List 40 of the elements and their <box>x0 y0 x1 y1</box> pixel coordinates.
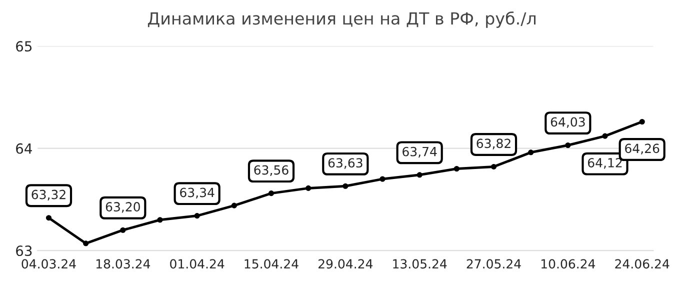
data-label: 64,12 <box>588 158 622 169</box>
point <box>120 227 126 233</box>
y-tick-label: 63 <box>16 246 32 256</box>
point <box>528 150 534 156</box>
point <box>231 202 237 208</box>
data-label: 63,20 <box>106 202 140 213</box>
data-label: 63,63 <box>328 158 362 169</box>
point <box>46 215 52 221</box>
point <box>83 240 89 246</box>
point <box>490 164 497 170</box>
point <box>380 176 386 182</box>
y-tick-label: 64 <box>16 143 32 154</box>
x-tick-label: 04.03.24 <box>22 259 76 269</box>
y-tick-label: 65 <box>16 41 32 52</box>
point <box>416 172 422 178</box>
data-label: 63,34 <box>180 188 214 198</box>
x-tick-label: 10.06.24 <box>541 259 596 269</box>
point <box>306 185 312 191</box>
data-label: 64,26 <box>625 144 660 154</box>
x-tick-label: 27.05.24 <box>466 259 521 269</box>
x-tick-label: 29.04.24 <box>318 259 373 269</box>
point <box>454 166 460 172</box>
data-label: 64,03 <box>550 117 585 128</box>
chart-title: Динамика изменения цен на ДТ в РФ, руб./л <box>148 12 536 28</box>
x-tick-label: 15.04.24 <box>244 259 298 269</box>
point <box>342 183 348 189</box>
point <box>268 190 274 196</box>
data-label: 63,82 <box>476 138 510 150</box>
point <box>602 133 608 139</box>
data-label: 63,56 <box>254 165 288 176</box>
point <box>639 118 645 125</box>
x-tick-label: 13.05.24 <box>393 259 447 269</box>
data-label: 63,32 <box>32 190 66 201</box>
point <box>194 213 200 219</box>
x-tick-label: 24.06.24 <box>615 259 670 269</box>
x-tick-label: 01.04.24 <box>170 259 224 269</box>
data-label: 63,74 <box>402 146 437 158</box>
point <box>565 142 571 148</box>
x-tick-label: 18.03.24 <box>96 259 150 269</box>
point <box>157 217 163 223</box>
